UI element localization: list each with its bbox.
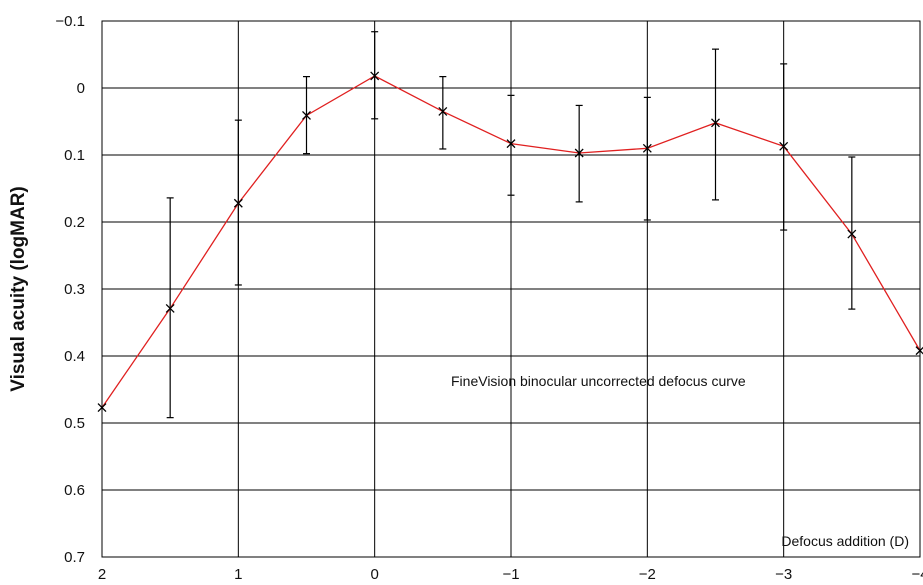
marker-stroke [711,118,720,128]
marker-stroke [506,139,516,149]
chart-annotation: FineVision binocular uncorrected defocus… [451,373,746,389]
data-point [711,118,720,128]
marker-stroke [779,141,789,151]
data-point [642,143,652,153]
data-point [233,198,243,208]
y-tick-labels: −0.1 0 0.1 0.2 0.3 0.4 0.5 0.6 0.7 [55,13,85,566]
y-tick-label: 0.2 [64,214,85,231]
x-tick-label: 2 [98,566,106,583]
y-tick-label: 0.3 [64,281,85,298]
data-point [165,303,175,313]
marker-stroke [97,403,107,413]
y-axis-label: Visual acuity (logMAR) [8,186,29,392]
data-point [574,148,584,158]
marker-stroke [370,71,380,81]
x-tick-labels: 2 1 0 −1 −2 −3 −4 [98,566,923,583]
y-tick-label: 0.5 [64,415,85,432]
x-tick-label: −2 [639,566,656,583]
x-tick-label: −1 [502,566,519,583]
data-point [847,229,857,239]
data-point [438,106,448,116]
data-point [779,141,789,151]
data-point [97,403,107,413]
marker-stroke [302,111,311,120]
data-point [370,71,380,81]
x-tick-label: −4 [911,566,923,583]
marker-stroke [574,148,584,158]
x-tick-label: −3 [775,566,792,583]
data-point [506,139,516,149]
marker-stroke [233,198,243,208]
y-tick-label: 0.6 [64,482,85,499]
x-tick-label: 1 [234,566,242,583]
marker-stroke [438,106,448,116]
data-markers [97,71,923,413]
x-tick-label: 0 [370,566,378,583]
plot-frame [101,20,921,558]
data-point [302,111,311,120]
y-tick-label: −0.1 [55,13,85,30]
marker-stroke [642,143,652,153]
y-tick-label: 0.1 [64,147,85,164]
marker-stroke [847,229,857,239]
marker-stroke [165,303,175,313]
y-tick-label: 0 [77,80,85,97]
y-tick-label: 0.4 [64,348,85,365]
y-tick-label: 0.7 [64,549,85,566]
x-axis-label: Defocus addition (D) [781,533,909,549]
